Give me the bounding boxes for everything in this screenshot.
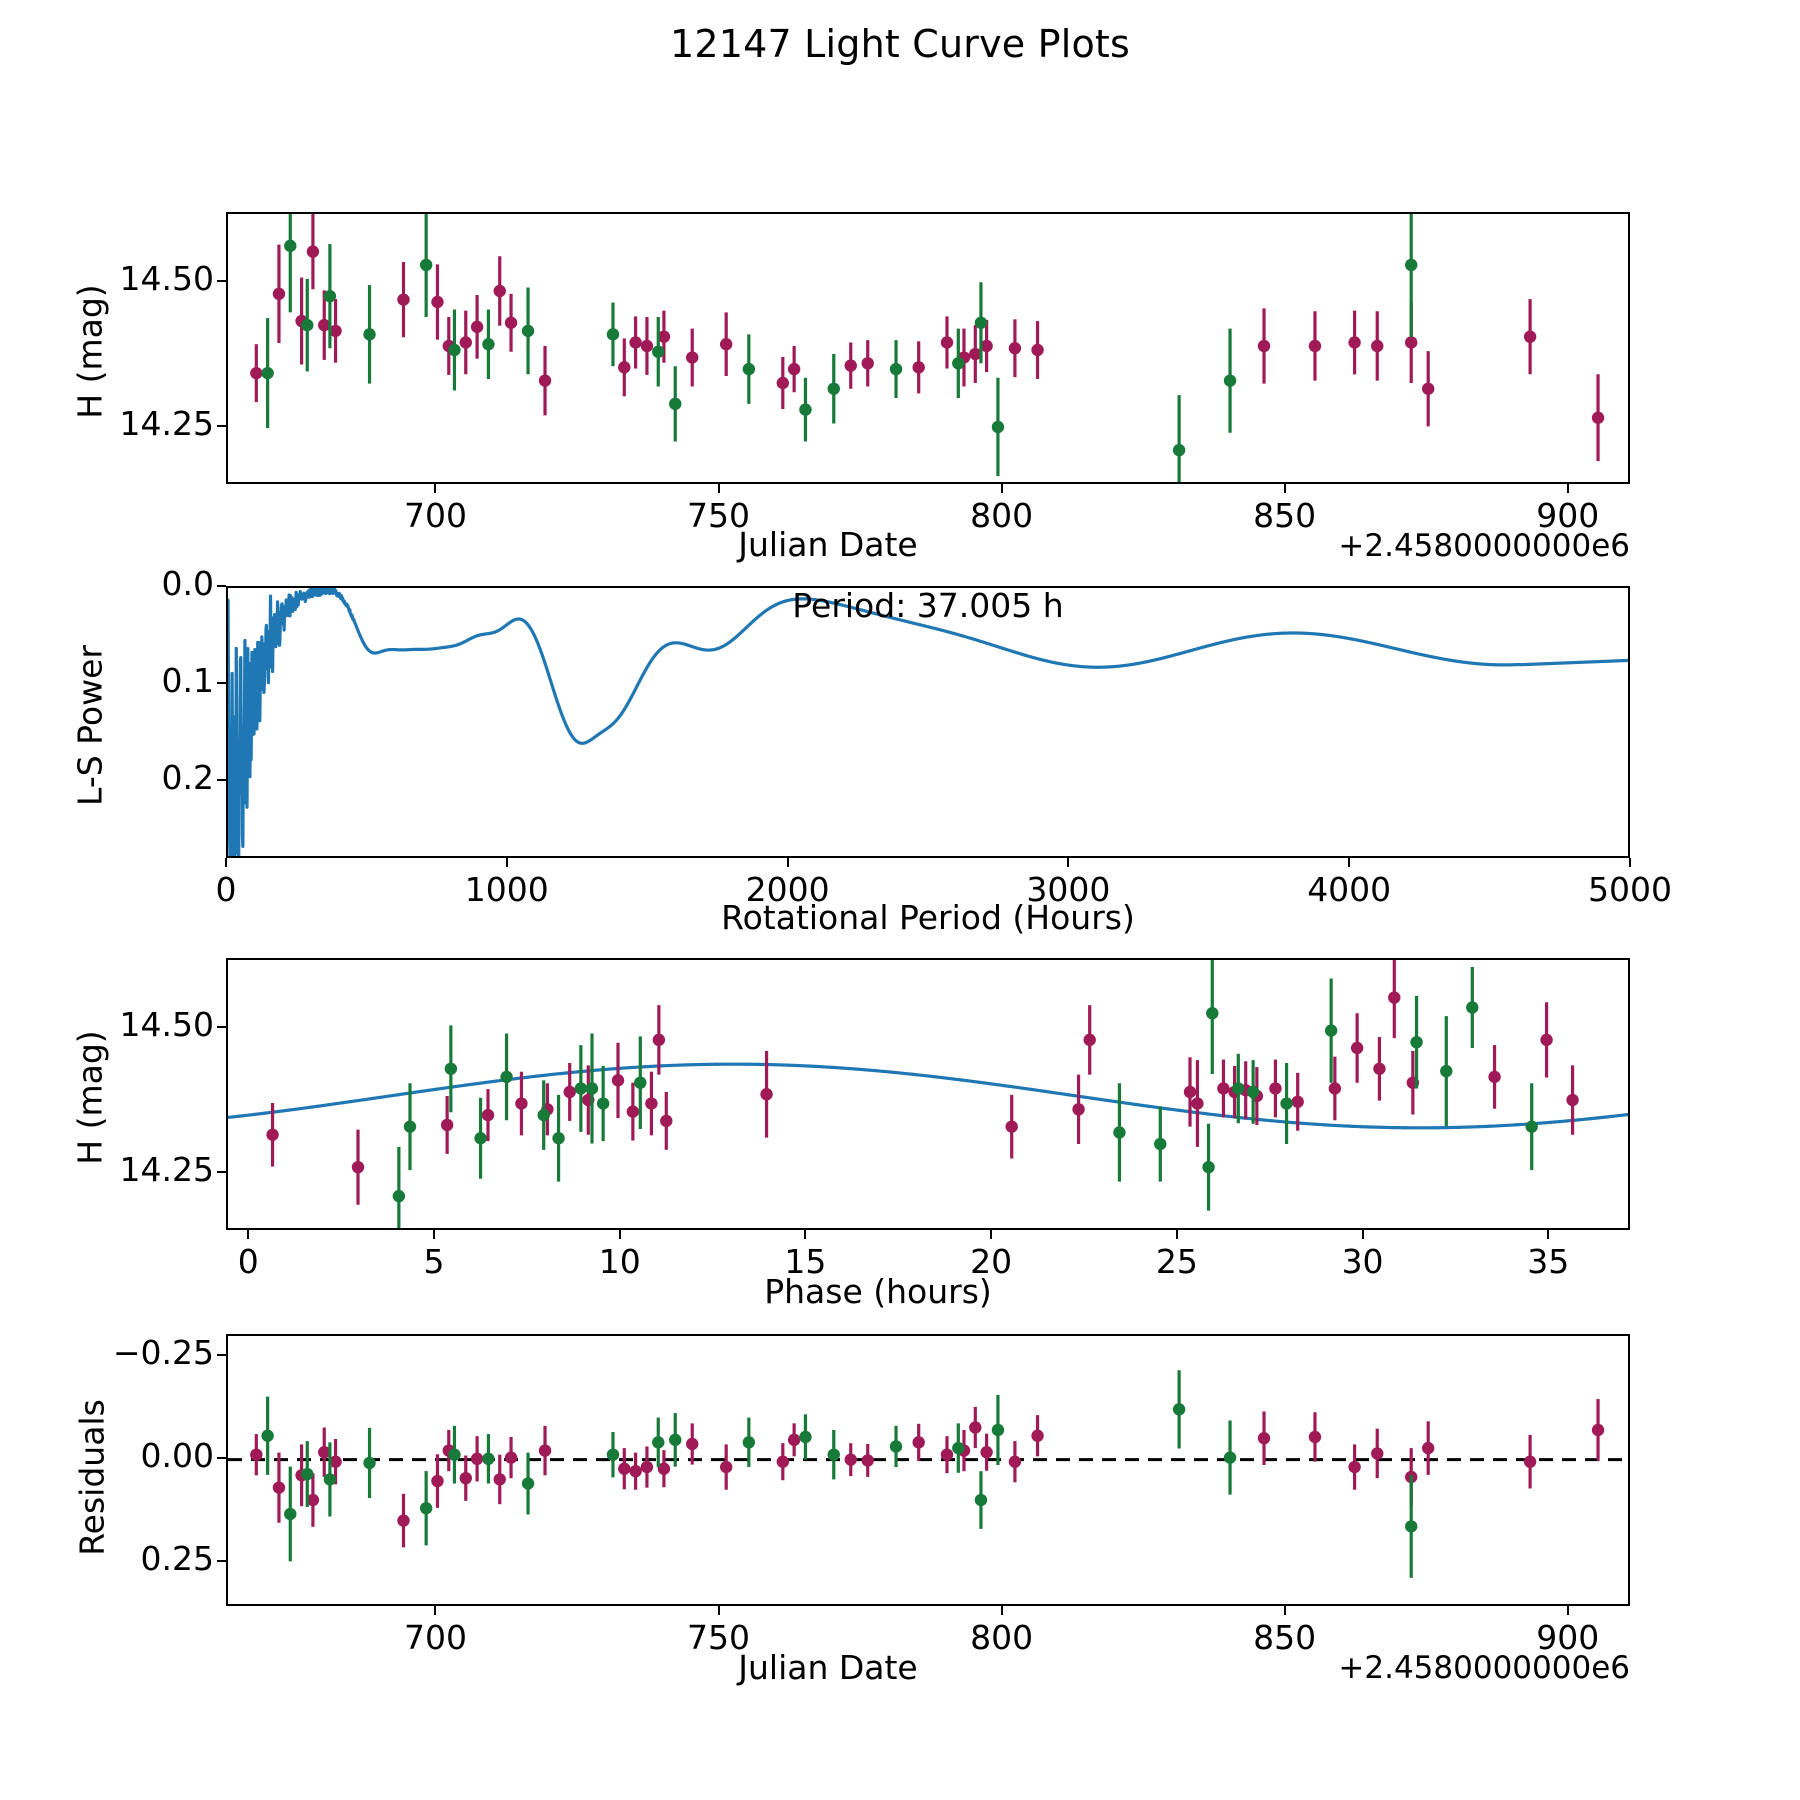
phase-folded-xtick-3: 15 <box>784 1242 827 1281</box>
panel-residuals <box>226 1334 1630 1606</box>
axis-tick-mark <box>1175 1230 1178 1239</box>
axis-tick-mark <box>717 1606 720 1615</box>
axis-tick-mark <box>1547 1230 1550 1239</box>
phase-folded-xtick-4: 20 <box>970 1242 1013 1281</box>
data-series-series_a <box>266 960 1579 1205</box>
residuals-xtick-3: 850 <box>1253 1618 1317 1657</box>
residuals-ytick-0: 0.25 <box>140 1538 214 1578</box>
light-curve-offset-text: +2.4580000000e6 <box>1338 528 1630 564</box>
light-curve-xtick-4: 900 <box>1536 496 1600 535</box>
phase-folded-xtick-0: 0 <box>237 1242 259 1281</box>
phase-folded-xtick-6: 30 <box>1341 1242 1384 1281</box>
panel-phase-folded <box>226 958 1630 1230</box>
light-curve-axes <box>226 212 1630 484</box>
panel-light-curve <box>226 212 1630 484</box>
axis-tick-mark <box>217 1171 226 1174</box>
axis-tick-mark <box>1348 858 1351 867</box>
axis-tick-mark <box>434 1606 437 1615</box>
light-curve-xtick-2: 800 <box>970 496 1034 535</box>
axis-tick-mark <box>247 1230 250 1239</box>
residuals-xlabel: Julian Date <box>738 1648 918 1687</box>
axis-tick-mark <box>990 1230 993 1239</box>
axis-tick-mark <box>505 858 508 867</box>
axis-tick-mark <box>1000 1606 1003 1615</box>
axis-tick-mark <box>1566 484 1569 493</box>
residuals-ytick-1: 0.00 <box>140 1435 214 1475</box>
axis-tick-mark <box>1566 1606 1569 1615</box>
residuals-axes <box>226 1334 1630 1606</box>
phase-folded-xtick-7: 35 <box>1527 1242 1570 1281</box>
periodogram-xtick-3: 3000 <box>1026 870 1111 909</box>
residuals-offset-text: +2.4580000000e6 <box>1338 1650 1630 1686</box>
periodogram-xtick-5: 5000 <box>1588 870 1672 909</box>
axis-tick-mark <box>433 1230 435 1239</box>
light-curve-xtick-1: 750 <box>687 496 751 535</box>
axis-tick-mark <box>1361 1230 1364 1239</box>
axis-tick-mark <box>217 425 226 428</box>
light-curve-xlabel: Julian Date <box>738 525 918 564</box>
periodogram-ytick-2: 0.2 <box>161 758 214 798</box>
periodogram-xtick-1: 1000 <box>464 870 549 909</box>
residuals-plot-area <box>228 1370 1628 1578</box>
phase-folded-ytick-0: 14.50 <box>119 1005 214 1045</box>
periodogram-axes <box>226 586 1630 858</box>
periodogram-xtick-0: 0 <box>215 870 237 909</box>
residuals-xtick-1: 750 <box>687 1618 751 1657</box>
axis-tick-mark <box>217 1353 226 1356</box>
data-series-series_b <box>261 1370 1418 1578</box>
light-curve-ytick-1: 14.25 <box>119 404 214 444</box>
periodogram-xtick-2: 2000 <box>745 870 830 909</box>
lomb-scargle-power-curve <box>228 588 1628 856</box>
phase-folded-axes <box>226 958 1630 1230</box>
axis-tick-mark <box>1000 484 1003 493</box>
data-series-series_a <box>250 214 1605 462</box>
phase-folded-xtick-5: 25 <box>1155 1242 1198 1281</box>
phase-folded-xtick-1: 5 <box>423 1242 445 1281</box>
residuals-xtick-4: 900 <box>1536 1618 1600 1657</box>
phase-folded-ytick-1: 14.25 <box>119 1150 214 1190</box>
data-series-series_b <box>392 960 1538 1228</box>
axis-tick-mark <box>1067 858 1070 867</box>
light-curve-xtick-0: 700 <box>403 496 467 535</box>
axis-tick-mark <box>1283 1606 1286 1615</box>
residuals-xtick-0: 700 <box>403 1618 467 1657</box>
axis-tick-mark <box>217 682 226 685</box>
phase-folded-xtick-2: 10 <box>598 1242 641 1281</box>
axis-tick-mark <box>217 1456 226 1459</box>
data-series-series_b <box>261 214 1418 482</box>
axis-tick-mark <box>1629 858 1631 867</box>
axis-tick-mark <box>618 1230 621 1239</box>
periodogram-plot-area <box>228 588 1628 856</box>
axis-tick-mark <box>786 858 789 867</box>
periodogram-xlabel: Rotational Period (Hours) <box>721 898 1135 937</box>
periodogram-ytick-0: 0.0 <box>161 564 214 603</box>
axis-tick-mark <box>217 779 226 782</box>
sinusoidal-fit-curve <box>228 1062 1628 1130</box>
panel-periodogram <box>226 586 1630 858</box>
axis-tick-mark <box>225 858 227 867</box>
light-curve-plot-area <box>250 214 1605 482</box>
axis-tick-mark <box>217 280 226 283</box>
axis-tick-mark <box>217 585 226 587</box>
periodogram-ylabel: L-S Power <box>70 645 110 806</box>
axis-tick-mark <box>717 484 720 493</box>
phase-folded-plot-area <box>228 960 1628 1228</box>
period-annotation: Period: 37.005 h <box>792 586 1064 625</box>
phase-folded-xlabel: Phase (hours) <box>764 1272 992 1311</box>
light-curve-xtick-3: 850 <box>1253 496 1317 535</box>
axis-tick-mark <box>434 484 437 493</box>
axis-tick-mark <box>217 1559 226 1562</box>
periodogram-ytick-1: 0.1 <box>161 661 214 701</box>
axis-tick-mark <box>217 1026 226 1029</box>
figure-title: 12147 Light Curve Plots <box>669 22 1131 66</box>
residuals-ytick-2: −0.25 <box>112 1332 214 1372</box>
residuals-xtick-2: 800 <box>970 1618 1034 1657</box>
periodogram-xtick-4: 4000 <box>1307 870 1392 909</box>
axis-tick-mark <box>804 1230 807 1239</box>
axis-tick-mark <box>1283 484 1286 493</box>
light-curve-ytick-0: 14.50 <box>119 259 214 299</box>
